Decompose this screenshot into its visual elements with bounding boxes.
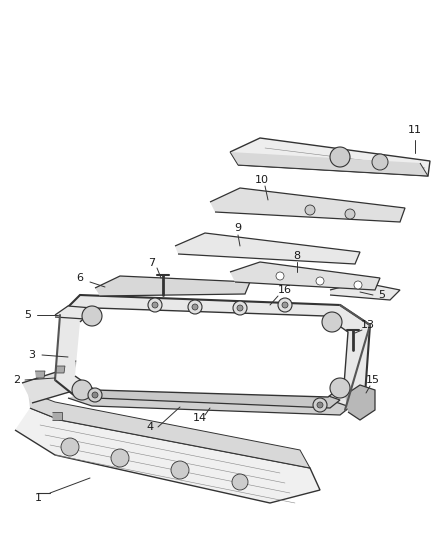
Polygon shape [230, 152, 428, 176]
Polygon shape [55, 306, 140, 322]
Circle shape [330, 147, 350, 167]
Polygon shape [68, 392, 350, 415]
Text: 14: 14 [193, 413, 207, 423]
Circle shape [372, 154, 388, 170]
Circle shape [322, 312, 342, 332]
Circle shape [237, 305, 243, 311]
Circle shape [317, 402, 323, 408]
Circle shape [152, 302, 158, 308]
Text: 5: 5 [378, 290, 385, 300]
Circle shape [313, 398, 327, 412]
Polygon shape [345, 385, 375, 420]
Polygon shape [75, 384, 340, 408]
Circle shape [148, 298, 162, 312]
Circle shape [192, 304, 198, 310]
Polygon shape [230, 138, 430, 176]
Circle shape [88, 388, 102, 402]
Polygon shape [175, 233, 360, 264]
Circle shape [330, 378, 350, 398]
Circle shape [278, 298, 292, 312]
Circle shape [82, 306, 102, 326]
Circle shape [188, 300, 202, 314]
Text: 8: 8 [293, 251, 300, 261]
Circle shape [72, 380, 92, 400]
Polygon shape [55, 295, 370, 410]
Text: 9: 9 [234, 223, 242, 233]
Text: 4: 4 [146, 422, 154, 432]
Polygon shape [35, 371, 45, 378]
Polygon shape [15, 408, 320, 503]
Text: 13: 13 [361, 320, 375, 330]
Circle shape [354, 281, 362, 289]
Polygon shape [75, 308, 348, 397]
Circle shape [171, 461, 189, 479]
Text: 6: 6 [77, 273, 84, 283]
Text: 5: 5 [25, 310, 32, 320]
Circle shape [345, 209, 355, 219]
Circle shape [276, 272, 284, 280]
Text: 7: 7 [148, 258, 155, 268]
Polygon shape [210, 188, 405, 222]
Polygon shape [28, 392, 310, 468]
Circle shape [233, 301, 247, 315]
Circle shape [111, 449, 129, 467]
Text: 1: 1 [35, 493, 42, 503]
Circle shape [305, 205, 315, 215]
Polygon shape [95, 276, 250, 296]
Text: 15: 15 [366, 375, 380, 385]
Circle shape [92, 392, 98, 398]
Text: 16: 16 [278, 285, 292, 295]
Text: 11: 11 [408, 125, 422, 135]
Polygon shape [55, 366, 65, 373]
Polygon shape [230, 262, 380, 290]
Polygon shape [330, 282, 400, 300]
Polygon shape [52, 412, 62, 420]
Text: 2: 2 [14, 375, 21, 385]
Circle shape [232, 474, 248, 490]
Circle shape [282, 302, 288, 308]
Polygon shape [75, 361, 85, 368]
Text: 3: 3 [28, 350, 35, 360]
Circle shape [316, 277, 324, 285]
Text: 10: 10 [255, 175, 269, 185]
Polygon shape [22, 358, 120, 403]
Circle shape [61, 438, 79, 456]
